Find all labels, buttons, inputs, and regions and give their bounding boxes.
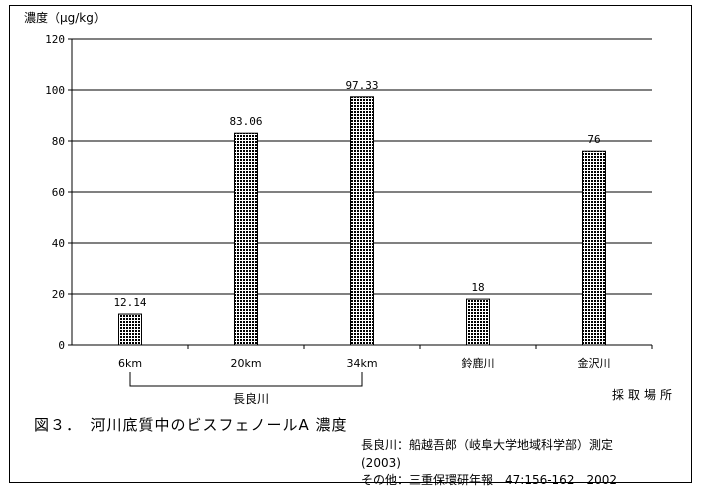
data-label: 83.06 [229,115,262,128]
data-label: 76 [587,133,600,146]
data-label: 12.14 [113,296,146,309]
group-label-nagara-river: 長良川 [233,392,270,406]
bar-1 [118,313,142,346]
group-bracket [129,372,363,387]
y-tick-label: 40 [52,237,65,250]
x-tick-label: 34km [346,357,377,370]
source-note-2: (2003) [361,456,401,470]
bar-3 [350,96,374,346]
source-note-1: 長良川：船越吾郎（岐阜大学地域科学部）測定 [361,438,614,452]
bar-2 [234,132,258,346]
x-axis-title: 採取場所 [612,388,677,402]
y-tick-label: 20 [52,288,65,301]
bar-4 [466,298,490,346]
x-tick-label: 鈴鹿川 [462,356,495,370]
x-tick-label: 20km [230,357,261,370]
data-label: 18 [471,281,484,294]
figure-frame [9,5,692,483]
x-tick-label: 金沢川 [578,356,611,370]
x-tick-label: 6km [118,357,142,370]
figure-caption: 図３． 河川底質中のビスフェノールA 濃度 [34,416,348,434]
data-label: 97.33 [345,79,378,92]
source-note-3: その他：三重保環研年報 47:156-162 2002 [361,473,617,487]
y-tick-label: 80 [52,135,65,148]
y-tick-label: 0 [58,339,65,352]
bar-5 [582,150,606,346]
y-tick-label: 60 [52,186,65,199]
y-axis-unit-label: 濃度（μg/kg） [24,11,106,25]
y-tick-label: 120 [45,33,65,46]
y-tick-label: 100 [45,84,65,97]
